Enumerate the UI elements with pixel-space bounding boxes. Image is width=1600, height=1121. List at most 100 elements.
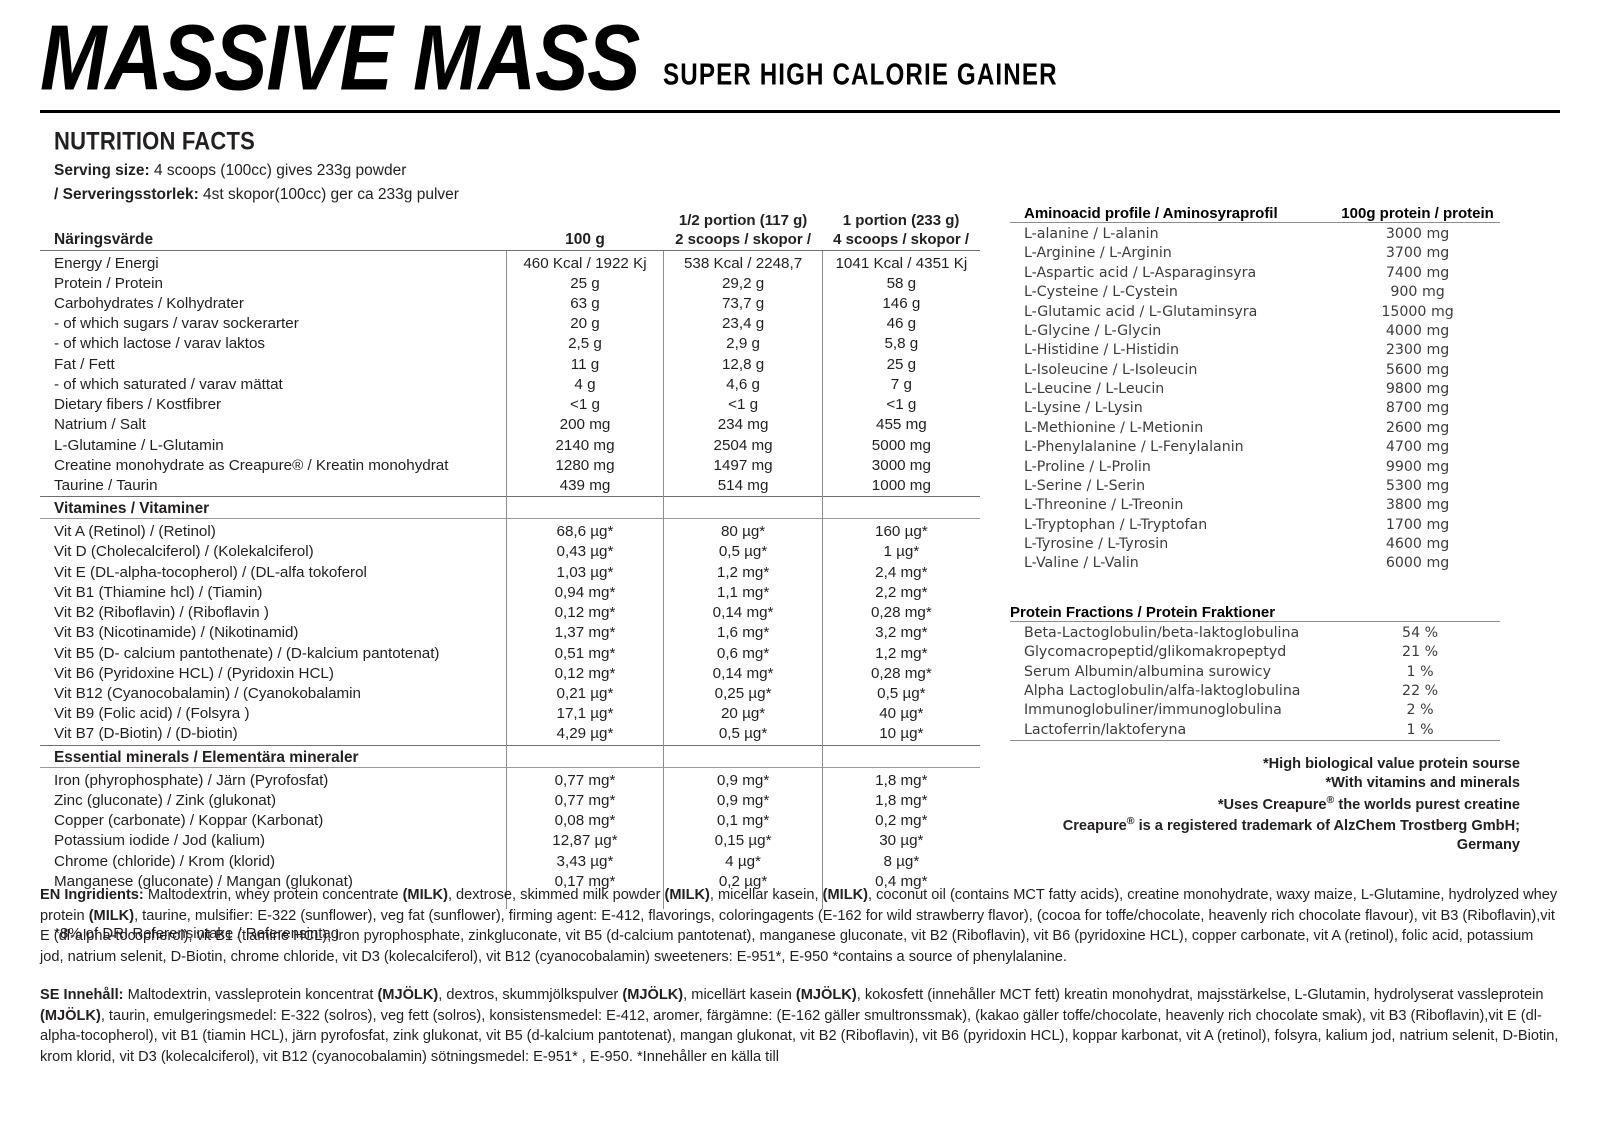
aminoacid-row: L-Proline / L-Prolin 9900 mg (1010, 458, 1500, 477)
nutrition-table-body: Näringsvärde 100 g 1/2 portion (117 g) 2… (40, 205, 980, 250)
divider-cell (663, 249, 823, 254)
protein-fraction-value: 2 % (1406, 702, 1434, 719)
table-row: Manganese (gluconate) / Mangan (glukonat… (40, 871, 980, 892)
row-nutrient-name: - of which lactose / varav laktos (54, 335, 266, 353)
row-nutrient-name: Creatine monohydrate as Creapure® / Krea… (54, 456, 449, 474)
table-row: Taurine / Taurin 439 mg 514 mg 1000 mg (40, 476, 980, 497)
row-value-col1: 20 g (505, 314, 664, 335)
row-nutrient-name: Protein / Protein (54, 274, 163, 292)
row-value-col3: 455 mg (821, 415, 980, 436)
nutrition-main-rows: Energy / Energi 460 Kcal / 1922 Kj 538 Kca… (40, 249, 980, 497)
tail-cell (505, 891, 664, 909)
divider-cell (40, 518, 507, 523)
row-value-col3: 25 g (821, 354, 980, 375)
serving-size-en-value: 4 scoops (100cc) gives 233g powder (153, 161, 407, 179)
section-heading-spacer (663, 500, 823, 519)
brand-title: MASSIVE MASS (40, 6, 640, 111)
protein-fraction-name: Immunoglobuliner/immunoglobulina (1024, 702, 1282, 719)
table-row: Vit B1 (Thiamine hcl) / (Tiamin) 0,94 mg*… (40, 582, 980, 604)
tail-cell (663, 891, 823, 909)
aminoacid-row: L-Leucine / L-Leucin 9800 mg (1010, 380, 1500, 399)
row-nutrient-name: Vit E (DL-alpha-tocopherol) / (DL-alfa t… (54, 563, 367, 581)
row-value-col2: 1,6 mg* (663, 623, 823, 644)
table-row: Vit E (DL-alpha-tocopherol) / (DL-alfa t… (40, 562, 980, 583)
protein-fraction-row: Alpha Lactoglobulin/alfa-laktoglobulina 2… (1010, 682, 1500, 701)
row-value-col1: 63 g (505, 294, 664, 315)
row-value-col1: 68,6 µg* (505, 522, 664, 543)
aminoacid-row: L-Lysine / L-Lysin 8700 mg (1010, 399, 1500, 418)
divider-cell (821, 518, 980, 523)
table-section-heading: Essential minerals / Elementära minerale… (40, 748, 980, 768)
row-value-col1: 439 mg (505, 476, 664, 497)
row-nutrient-name: - of which saturated / varav mättat (54, 375, 283, 393)
row-value-col2: 0,15 µg* (663, 831, 823, 852)
protein-fraction-value: 22 % (1402, 682, 1439, 699)
aminoacid-name: L-Proline / L-Prolin (1024, 458, 1151, 475)
row-value-col2: 538 Kcal / 2248,7 (663, 253, 823, 274)
aminoacid-rows: L-alanine / L-alanin 3000 mg L-Arginine / … (1010, 222, 1500, 574)
divider-cell (505, 496, 664, 501)
marketing-notes: *High biological value protein sourse *W… (1010, 755, 1520, 856)
row-value-col1: 1,03 µg* (505, 562, 664, 583)
registered-mark-icon: ® (1326, 793, 1335, 806)
row-nutrient-name: Vit B5 (D- calcium pantothenate) / (D-ka… (54, 644, 440, 662)
section-heading-spacer (505, 500, 664, 519)
row-value-col1: 2,5 g (505, 334, 664, 355)
aminoacid-header: Aminoacid profile / Aminosyraprofil 100g… (1010, 205, 1500, 223)
row-value-col3: 0,28 mg* (821, 603, 980, 624)
divider-cell (663, 744, 823, 749)
aminoacid-value: 5300 mg (1385, 477, 1450, 494)
aminoacid-value: 2300 mg (1385, 342, 1450, 359)
ingredients-en-label: EN Ingridients: (40, 887, 144, 903)
protein-fractions-bottom-rule (1010, 740, 1500, 741)
protein-fractions-rows: Beta-Lactoglobulin/beta-laktoglobulina 54… (1010, 620, 1500, 740)
table-row: Vit A (Retinol) / (Retinol) 68,6 µg* 80 µg… (40, 522, 980, 543)
table-row: Iron (phyrophosphate) / Järn (Pyrofosfat… (40, 770, 980, 791)
divider-cell (40, 249, 507, 254)
aminoacid-name: L-Arginine / L-Arginin (1024, 245, 1172, 262)
row-value-col2: 0,1 mg* (663, 811, 823, 832)
row-nutrient-name: Iron (phyrophosphate) / Järn (Pyrofosfat… (54, 771, 329, 789)
table-divider (40, 518, 980, 523)
row-value-col1: <1 g (505, 395, 664, 416)
aminoacid-value: 4700 mg (1385, 439, 1450, 456)
row-value-col1: 0,08 mg* (505, 811, 664, 832)
row-value-col1: 17,1 µg* (505, 704, 664, 725)
row-value-col2: 0,25 µg* (663, 683, 823, 705)
protein-fractions-header: Protein Fractions / Protein Fraktioner (1010, 604, 1500, 622)
row-value-col3: 8 µg* (821, 851, 980, 872)
row-value-col2: 0,14 mg* (663, 603, 823, 624)
row-nutrient-name: Vit A (Retinol) / (Retinol) (54, 523, 216, 541)
aminoacid-row: L-Isoleucine / L-Isoleucin 5600 mg (1010, 361, 1500, 380)
dri-footnote: *8% of DRI Referensintake / Referensinta… (54, 924, 340, 942)
row-value-col2: 0,5 µg* (663, 724, 823, 746)
table-row: Copper (carbonate) / Koppar (Karbonat) 0,… (40, 811, 980, 832)
row-nutrient-name: Vit B12 (Cyanocobalamin) / (Cyanokobalam… (54, 684, 361, 702)
aminoacid-name: L-Aspartic acid / L-Asparaginsyra (1024, 264, 1257, 281)
divider-cell (821, 744, 980, 749)
aminoacid-value: 3700 mg (1385, 245, 1450, 262)
row-nutrient-name: Energy / Energi (54, 254, 159, 272)
protein-fraction-value: 21 % (1402, 644, 1439, 661)
header-half-portion-line2: 2 scoops / skopor / (675, 230, 811, 248)
table-section-heading: Vitamines / Vitaminer (40, 500, 980, 519)
aminoacid-row: L-Tryptophan / L-Tryptofan 1700 mg (1010, 516, 1500, 535)
row-value-col3: 1,2 mg* (821, 643, 980, 664)
row-nutrient-name: Natrium / Salt (54, 416, 146, 434)
aminoacid-name: L-Threonine / L-Treonin (1024, 497, 1184, 514)
row-value-col1: 0,51 mg* (505, 643, 664, 664)
aminoacid-name: L-Glycine / L-Glycin (1024, 322, 1162, 339)
row-value-col1: 1280 mg (505, 455, 664, 476)
serving-size-se-value: 4st skopor(100cc) ger ca 233g pulver (203, 185, 459, 203)
nutrition-table-wrap: Näringsvärde 100 g 1/2 portion (117 g) 2… (40, 205, 980, 942)
divider-cell (1340, 620, 1500, 624)
protein-fractions-title: Protein Fractions / Protein Fraktioner (1010, 603, 1276, 621)
table-row: Vit B6 (Pyridoxine HCL) / (Pyridoxin HCL… (40, 663, 980, 684)
row-value-col2: 1497 mg (663, 455, 823, 476)
ingredients-en-paragraph: EN Ingridients: Maltodextrin, whey prote… (40, 885, 1560, 968)
aminoacid-value: 15000 mg (1381, 303, 1454, 320)
row-value-col3: 1 µg* (821, 542, 980, 563)
row-value-col3: 0,28 mg* (821, 663, 980, 684)
row-value-col3: 3000 mg (821, 455, 980, 476)
row-nutrient-name: - of which sugars / varav sockerarter (54, 315, 299, 333)
